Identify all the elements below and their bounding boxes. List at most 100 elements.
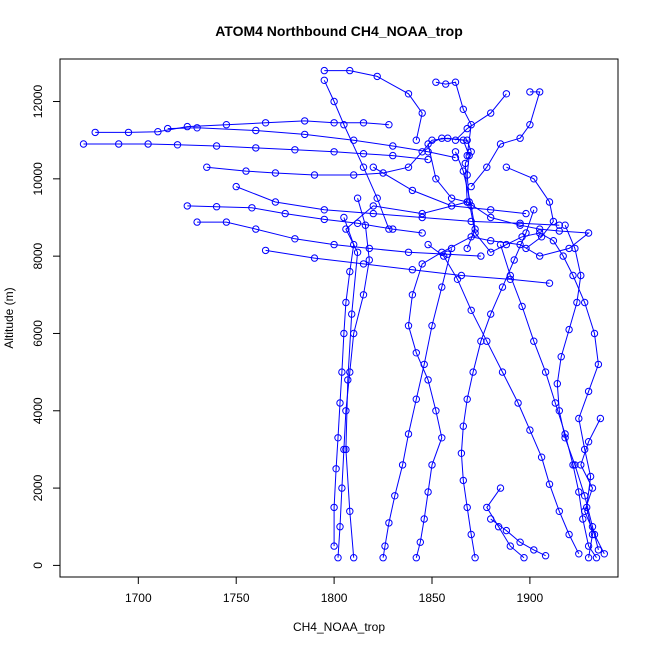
data-point: [193, 218, 201, 226]
data-point: [320, 66, 328, 75]
data-point: [584, 542, 593, 550]
data-point: [471, 225, 479, 233]
series-24: [502, 163, 558, 253]
data-point: [212, 142, 221, 150]
data-point: [594, 360, 603, 369]
data-point: [487, 213, 495, 222]
data-point: [483, 503, 491, 512]
data-point: [477, 337, 485, 345]
data-point: [301, 130, 309, 139]
y-tick-label: 8000: [31, 242, 45, 269]
chart-title: ATOM4 Northbound CH4_NOAA_trop: [215, 23, 463, 39]
data-point: [584, 554, 593, 562]
data-point: [594, 546, 603, 554]
series-line: [435, 81, 472, 156]
data-point: [424, 140, 432, 148]
data-point: [463, 151, 471, 160]
y-tick-label: 4000: [31, 397, 45, 424]
data-point: [381, 542, 389, 550]
data-point: [330, 148, 338, 156]
data-point: [271, 169, 280, 177]
data-point: [575, 488, 583, 496]
data-point: [438, 434, 446, 442]
data-point: [516, 134, 524, 142]
data-point: [487, 206, 495, 214]
data-point: [346, 507, 354, 515]
data-point: [404, 322, 413, 330]
data-point: [555, 507, 563, 515]
data-point: [467, 202, 475, 210]
data-point: [385, 121, 393, 129]
data-point: [115, 140, 123, 148]
series-14: [424, 240, 583, 558]
data-point: [536, 252, 544, 260]
data-point: [424, 376, 432, 384]
data-point: [596, 414, 605, 423]
data-point: [330, 240, 338, 249]
data-point: [359, 291, 368, 299]
data-point: [336, 399, 344, 407]
data-point: [183, 122, 192, 131]
data-point: [575, 414, 583, 423]
series-line: [95, 120, 389, 133]
data-point: [193, 124, 201, 132]
series-line: [197, 221, 481, 257]
data-point: [261, 119, 270, 127]
series-line: [470, 91, 541, 187]
data-point: [432, 175, 440, 183]
data-point: [320, 215, 328, 224]
series-22: [483, 484, 528, 562]
series-18: [330, 213, 358, 550]
data-point: [522, 229, 530, 237]
data-point: [428, 136, 436, 144]
data-point: [494, 523, 503, 531]
data-point: [447, 244, 456, 253]
x-tick-label: 1850: [419, 591, 446, 605]
data-point: [467, 217, 475, 226]
series-5: [164, 124, 460, 162]
series-line: [324, 70, 423, 141]
data-point: [124, 128, 133, 137]
data-point: [330, 97, 338, 106]
series-line: [556, 225, 599, 551]
data-point: [520, 554, 528, 562]
data-point: [398, 461, 407, 469]
data-point: [518, 233, 526, 241]
series-line: [486, 487, 525, 559]
data-point: [340, 445, 348, 454]
data-point: [404, 90, 413, 98]
y-axis: 0 2000 4000 6000 8000 10000 12000: [31, 85, 60, 569]
data-point: [418, 260, 426, 268]
data-point: [522, 244, 530, 253]
data-point: [350, 329, 358, 338]
data-point: [373, 72, 381, 81]
data-point: [579, 515, 587, 523]
data-point: [373, 194, 381, 202]
data-point: [418, 213, 426, 222]
data-point: [79, 140, 88, 148]
data-point: [440, 252, 448, 260]
series-line: [167, 127, 456, 159]
data-point: [412, 349, 420, 357]
data-point: [451, 136, 460, 144]
data-point: [502, 90, 511, 98]
data-point: [526, 426, 534, 434]
data-point: [590, 329, 599, 338]
data-point: [330, 503, 338, 512]
data-point: [346, 66, 354, 75]
data-point: [350, 171, 358, 179]
series-23: [577, 414, 608, 558]
data-point: [530, 337, 538, 345]
data-point: [379, 554, 387, 562]
data-point: [350, 240, 358, 249]
x-tick-label: 1700: [125, 591, 152, 605]
data-point: [447, 202, 456, 210]
data-point: [545, 198, 554, 206]
data-point: [408, 266, 417, 274]
data-point: [590, 530, 599, 539]
data-point: [502, 240, 511, 249]
data-point: [467, 182, 475, 191]
series-2: [203, 134, 603, 562]
data-point: [332, 465, 340, 473]
